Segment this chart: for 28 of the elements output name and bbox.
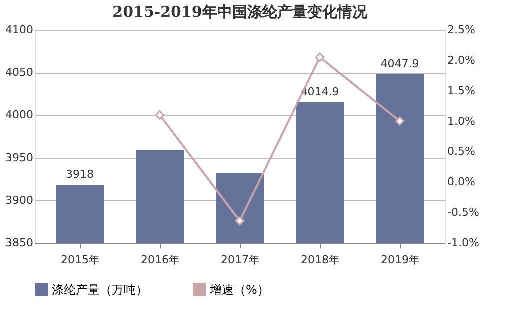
data-label: 3918 bbox=[66, 168, 94, 182]
y2-tick-label: 0.0% bbox=[448, 176, 476, 189]
y2-tick-label: 0.5% bbox=[448, 145, 476, 158]
y2-tick-label: 2.0% bbox=[448, 54, 476, 67]
y-tick-label: 3950 bbox=[6, 151, 34, 164]
y2-tick-label: 2.5% bbox=[448, 24, 476, 36]
y-tick-label: 4000 bbox=[6, 108, 34, 122]
y-tick-label: 4050 bbox=[6, 66, 34, 80]
y-tick-label: 4100 bbox=[6, 24, 34, 36]
x-tick-label: 2018年 bbox=[301, 254, 340, 266]
y2-tick-label: -1.0% bbox=[448, 236, 480, 250]
y2-tick-label: 1.5% bbox=[448, 84, 476, 98]
legend-label: 涤纶产量（万吨） bbox=[52, 282, 148, 297]
legend-label: 增速（%） bbox=[209, 282, 270, 297]
point bbox=[395, 116, 405, 126]
point bbox=[155, 110, 165, 120]
x-tick-label: 2019年 bbox=[381, 254, 420, 266]
chart-title: 2015-2019年中国涤纶产量变化情况 bbox=[112, 3, 368, 21]
x-tick-label: 2017年 bbox=[221, 254, 260, 266]
y2-tick-label: -0.5% bbox=[448, 206, 480, 220]
data-label: 4047.9 bbox=[380, 57, 420, 70]
point bbox=[235, 216, 245, 226]
x-tick-label: 2015年 bbox=[61, 254, 100, 266]
y-tick-label: 3900 bbox=[6, 194, 34, 207]
y2-tick-label: 1.0% bbox=[448, 114, 476, 128]
point bbox=[315, 52, 325, 62]
y-tick-label: 3850 bbox=[6, 236, 34, 250]
x-tick-label: 2016年 bbox=[141, 254, 180, 266]
